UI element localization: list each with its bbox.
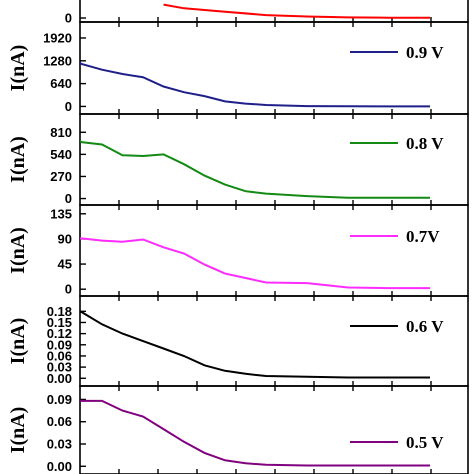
y-tick-label: 1280: [43, 53, 72, 68]
y-tick-label: 640: [50, 76, 72, 91]
series-line: [80, 237, 430, 290]
y-tick-label: 0: [65, 191, 72, 206]
panel-5: 0.00 0.03 0.06 0.09 I(nA) 0.5 V: [7, 385, 469, 474]
y-tick-label: 810: [50, 125, 72, 140]
y-tick-label: 0.09: [47, 392, 72, 407]
y-tick-label: 0.00: [47, 371, 72, 386]
series-line: [80, 61, 430, 108]
y-tick-label: 0.18: [47, 304, 72, 319]
y-tick-label: 0.06: [47, 414, 72, 429]
panel-2: 0 270 540 810 I(nA) 0.8 V: [7, 113, 469, 206]
y-tick-label: 0.03: [47, 360, 72, 375]
panel-frame: [79, 21, 469, 115]
series-line: [163, 3, 431, 19]
y-tick-label: 540: [50, 147, 72, 162]
y-tick-label: 0.00: [47, 459, 72, 474]
panel-frame: [79, 113, 469, 206]
y-axis-label: I(nA): [7, 407, 29, 454]
y-tick-label: 0: [65, 282, 72, 297]
y-tick-label: 45: [58, 257, 72, 272]
y-tick-label: 1920: [43, 30, 72, 45]
legend-label: 0.6 V: [406, 317, 444, 336]
panel-4: 0.000.030.060.090.120.150.18 I(nA) 0.6 V: [7, 295, 469, 387]
legend-label: 0.5 V: [406, 433, 444, 452]
panel-frame: [79, 385, 469, 474]
y-axis-label: I(nA): [7, 45, 29, 92]
y-tick-label: 0: [65, 99, 72, 114]
y-tick-label: 135: [50, 206, 72, 221]
panel-3: 0 45 90 135 I(nA) 0.7V: [7, 204, 469, 297]
y-tick-label: 0.06: [47, 348, 72, 363]
panel-frame: [79, 295, 469, 387]
panel-1: 0 640 1280 1920 I(nA) 0.9 V: [7, 21, 469, 115]
y-tick-label: 90: [58, 231, 72, 246]
series-line: [80, 139, 430, 199]
y-axis-label: I(nA): [7, 136, 29, 183]
y-tick-label: 0.15: [47, 315, 72, 330]
legend-label: 0.9 V: [406, 43, 444, 62]
legend-label: 0.8 V: [406, 134, 444, 153]
y-tick-label: 0.12: [47, 326, 72, 341]
y-tick-label: 270: [50, 169, 72, 184]
y-tick-label: 0.03: [47, 437, 72, 452]
y-tick-label: 0.09: [47, 337, 72, 352]
series-line: [80, 310, 430, 379]
legend-label: 0.7V: [406, 227, 440, 246]
y-axis-label: I(nA): [7, 318, 29, 365]
y-tick-label: 0: [65, 11, 72, 26]
y-axis-label: I(nA): [7, 227, 29, 274]
series-line: [80, 399, 430, 467]
